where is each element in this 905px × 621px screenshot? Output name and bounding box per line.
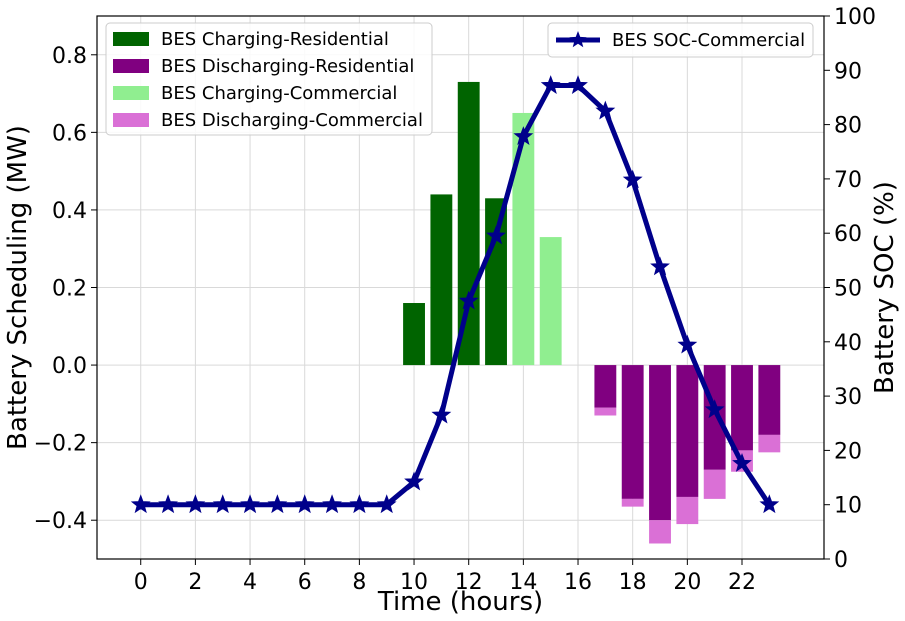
x-tick-label: 16 — [564, 570, 592, 595]
x-tick-label: 14 — [509, 570, 537, 595]
bar — [649, 365, 671, 521]
soc-point — [595, 100, 616, 120]
x-axis-ticks: 0 2 4 6 8 10 12 14 16 18 20 22 — [134, 559, 756, 595]
x-tick-label: 18 — [619, 570, 647, 595]
right-y-tick-label: 20 — [834, 439, 862, 464]
x-tick-label: 0 — [134, 570, 148, 595]
soc-point — [732, 453, 752, 472]
bar — [703, 469, 726, 499]
soc-point — [650, 256, 670, 276]
right-y-tick-label: 10 — [834, 494, 862, 519]
soc-point — [322, 494, 342, 514]
soc-point — [431, 404, 452, 424]
legend-swatch — [113, 86, 149, 100]
bar-legend-box — [105, 22, 433, 136]
left-y-tick-label: 0.6 — [52, 121, 87, 146]
legend-swatch — [113, 59, 149, 73]
legend-swatch — [113, 113, 149, 127]
left-y-tick-label: −0.2 — [34, 432, 87, 457]
soc-point — [704, 399, 725, 419]
x-tick-label: 2 — [188, 570, 202, 595]
left-y-axis-ticks: −0.4 −0.2 0.0 0.2 0.4 0.6 0.8 — [34, 44, 97, 534]
soc-point — [130, 494, 151, 514]
bar — [703, 365, 726, 470]
x-axis-label: Time (hours) — [377, 587, 543, 617]
right-y-tick-label: 0 — [834, 548, 848, 573]
right-y-tick-label: 60 — [834, 222, 862, 247]
left-y-tick-label: 0.4 — [52, 199, 87, 224]
bar — [594, 407, 617, 416]
soc-point — [212, 494, 233, 514]
bar — [594, 365, 617, 408]
soc-point — [513, 126, 534, 145]
legend-label: BES Charging-Commercial — [161, 83, 397, 104]
soc-point — [240, 494, 260, 514]
legend-label: BES Discharging-Commercial — [161, 110, 423, 131]
soc-point — [349, 494, 370, 514]
bar — [621, 365, 644, 499]
soc-point — [568, 75, 588, 94]
bar — [485, 198, 507, 366]
soc-point — [677, 334, 698, 354]
soc-line-series — [130, 75, 780, 514]
bar — [512, 112, 535, 366]
x-tick-label: 6 — [298, 570, 312, 595]
legend-swatch — [113, 32, 149, 46]
right-y-axis-ticks: 0 10 20 30 40 50 60 70 80 90 100 — [824, 5, 876, 573]
soc-point — [158, 494, 178, 514]
right-y-tick-label: 50 — [834, 277, 862, 302]
left-y-tick-label: 0.2 — [52, 277, 87, 302]
soc-point — [267, 494, 288, 514]
left-y-axis-label: Battery Scheduling (MW) — [3, 125, 33, 450]
bar — [676, 365, 699, 497]
left-y-tick-label: −0.4 — [34, 509, 87, 534]
soc-point — [294, 494, 315, 514]
bar-marks — [403, 81, 781, 544]
bar — [731, 365, 753, 451]
soc-point — [622, 169, 643, 189]
bar — [621, 498, 644, 507]
soc-point — [486, 225, 506, 245]
legend-star-marker — [569, 31, 587, 48]
x-tick-label: 4 — [243, 570, 257, 595]
x-tick-label: 12 — [455, 570, 483, 595]
right-y-tick-label: 80 — [834, 114, 862, 139]
bar-legend: BES Charging-Residential BES Discharging-… — [105, 22, 433, 136]
soc-point — [458, 290, 479, 310]
legend-label: BES SOC-Commercial — [612, 30, 805, 51]
bar — [676, 496, 699, 525]
soc-legend: BES SOC-Commercial — [547, 22, 814, 58]
bar — [430, 194, 453, 366]
bar — [539, 237, 562, 366]
right-y-tick-label: 70 — [834, 168, 862, 193]
bar — [649, 520, 671, 544]
right-y-axis-label: Battery SOC (%) — [870, 181, 900, 394]
x-tick-label: 8 — [352, 570, 366, 595]
soc-point — [185, 494, 206, 514]
right-y-tick-label: 100 — [834, 5, 876, 30]
x-tick-label: 20 — [673, 570, 701, 595]
soc-point — [759, 494, 780, 514]
bar — [758, 434, 781, 453]
left-y-tick-label: 0.0 — [52, 354, 87, 379]
soc-point — [376, 494, 397, 514]
soc-point — [404, 471, 424, 491]
soc-line — [140, 83, 772, 508]
x-tick-label: 22 — [728, 570, 756, 595]
left-y-tick-label: 0.8 — [52, 44, 87, 69]
soc-legend-box — [547, 22, 814, 58]
soc-point — [540, 75, 561, 94]
legend-label: BES Charging-Residential — [161, 29, 389, 50]
right-y-tick-label: 90 — [834, 59, 862, 84]
legend-label: BES Discharging-Residential — [161, 56, 414, 77]
x-tick-label: 10 — [400, 570, 428, 595]
bar — [403, 303, 425, 366]
bar — [758, 365, 781, 435]
right-y-tick-label: 30 — [834, 385, 862, 410]
right-y-tick-label: 40 — [834, 331, 862, 356]
